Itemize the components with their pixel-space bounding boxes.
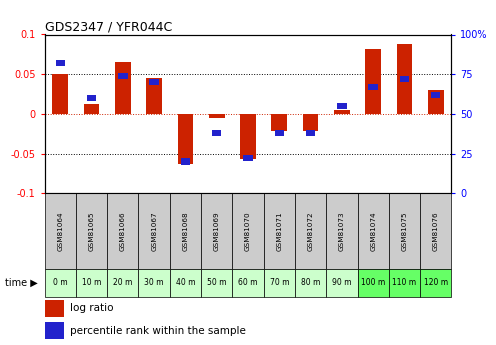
Bar <box>107 269 138 297</box>
Bar <box>107 193 138 269</box>
Text: GSM81070: GSM81070 <box>245 211 251 251</box>
Bar <box>56 60 65 66</box>
Text: GSM81075: GSM81075 <box>401 211 407 251</box>
Bar <box>326 193 358 269</box>
Text: log ratio: log ratio <box>70 303 114 313</box>
Bar <box>170 269 201 297</box>
Bar <box>431 92 440 98</box>
Bar <box>240 114 256 159</box>
Bar <box>271 114 287 131</box>
Bar <box>146 78 162 114</box>
Text: GSM81072: GSM81072 <box>308 211 313 251</box>
Bar <box>295 193 326 269</box>
Bar <box>397 44 412 114</box>
Text: GSM81066: GSM81066 <box>120 211 126 251</box>
Bar <box>306 130 315 136</box>
Text: time ▶: time ▶ <box>5 278 38 288</box>
Text: 40 m: 40 m <box>176 278 195 287</box>
Bar <box>366 49 381 114</box>
Text: 70 m: 70 m <box>269 278 289 287</box>
Text: GSM81074: GSM81074 <box>370 211 376 251</box>
Text: 80 m: 80 m <box>301 278 320 287</box>
Bar <box>400 76 409 82</box>
Text: 30 m: 30 m <box>144 278 164 287</box>
Text: GSM81073: GSM81073 <box>339 211 345 251</box>
Text: percentile rank within the sample: percentile rank within the sample <box>70 326 246 336</box>
Text: GSM81064: GSM81064 <box>57 211 63 251</box>
Bar <box>170 193 201 269</box>
Text: GSM81069: GSM81069 <box>214 211 220 251</box>
Bar <box>45 269 76 297</box>
Bar <box>138 193 170 269</box>
Text: GSM81071: GSM81071 <box>276 211 282 251</box>
Bar <box>76 269 107 297</box>
Text: 10 m: 10 m <box>82 278 101 287</box>
Bar <box>232 269 264 297</box>
Bar <box>275 130 284 136</box>
Text: GSM81076: GSM81076 <box>433 211 439 251</box>
Bar <box>212 130 221 136</box>
Bar <box>295 269 326 297</box>
Text: GDS2347 / YFR044C: GDS2347 / YFR044C <box>45 20 172 33</box>
Bar <box>87 95 96 101</box>
Bar <box>45 322 64 339</box>
Text: 60 m: 60 m <box>238 278 258 287</box>
Bar <box>232 193 264 269</box>
Text: 100 m: 100 m <box>361 278 385 287</box>
Bar <box>115 62 130 114</box>
Bar <box>389 269 420 297</box>
Text: GSM81065: GSM81065 <box>89 211 95 251</box>
Bar <box>181 158 190 165</box>
Bar <box>76 193 107 269</box>
Bar <box>358 269 389 297</box>
Bar <box>264 269 295 297</box>
Bar <box>201 269 232 297</box>
Bar <box>84 104 99 114</box>
Bar <box>420 193 451 269</box>
Text: GSM81067: GSM81067 <box>151 211 157 251</box>
Bar <box>358 193 389 269</box>
Bar <box>209 114 225 118</box>
Bar <box>337 103 347 109</box>
Bar <box>53 74 68 114</box>
Bar <box>138 269 170 297</box>
Text: 20 m: 20 m <box>113 278 132 287</box>
Bar <box>201 193 232 269</box>
Bar <box>369 84 378 90</box>
Bar <box>244 155 252 161</box>
Text: GSM81068: GSM81068 <box>183 211 188 251</box>
Bar <box>428 90 443 114</box>
Bar <box>303 114 318 131</box>
Bar <box>149 79 159 85</box>
Text: 50 m: 50 m <box>207 278 227 287</box>
Text: 110 m: 110 m <box>392 278 417 287</box>
Bar <box>178 114 193 164</box>
Bar <box>118 72 127 79</box>
Bar <box>45 193 76 269</box>
Bar <box>420 269 451 297</box>
Bar <box>264 193 295 269</box>
Bar <box>326 269 358 297</box>
Text: 120 m: 120 m <box>424 278 448 287</box>
Bar <box>334 110 350 114</box>
Text: 0 m: 0 m <box>53 278 67 287</box>
Text: 90 m: 90 m <box>332 278 352 287</box>
Bar <box>389 193 420 269</box>
Bar <box>45 300 64 317</box>
